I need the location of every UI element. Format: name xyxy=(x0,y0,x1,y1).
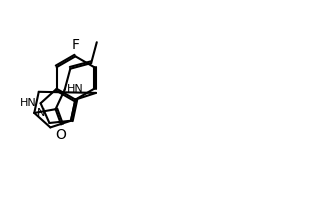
Text: O: O xyxy=(56,128,67,142)
Text: N: N xyxy=(37,108,45,118)
Text: F: F xyxy=(71,39,80,52)
Text: HN: HN xyxy=(20,98,37,108)
Text: HN: HN xyxy=(67,84,84,94)
